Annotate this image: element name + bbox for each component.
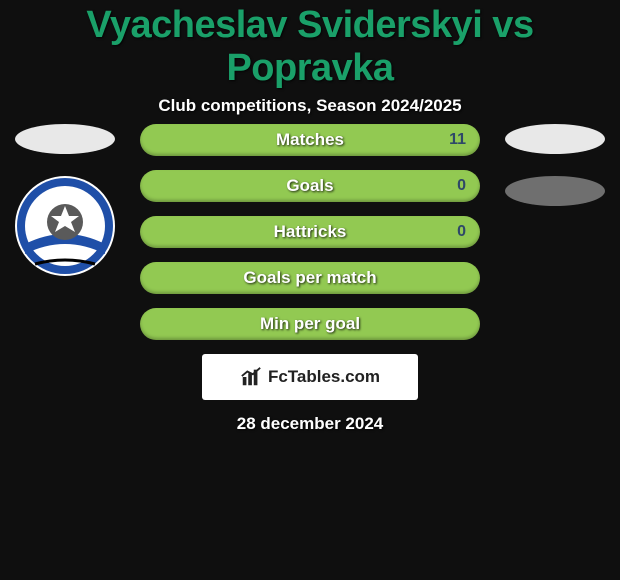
stat-bars: Matches 11 Goals 0 Hattricks 0 Goals per…: [140, 124, 480, 354]
stat-bar-goals: Goals 0: [140, 170, 480, 202]
player-right-ellipse-2: [505, 176, 605, 206]
stat-bar-value: 0: [457, 223, 466, 241]
page-title: Vyacheslav Sviderskyi vs Popravka: [0, 4, 620, 90]
page-subtitle: Club competitions, Season 2024/2025: [0, 96, 620, 116]
club-badge-icon: [15, 176, 115, 276]
stat-bar-value: 11: [449, 131, 466, 149]
player-left-ellipse: [15, 124, 115, 154]
stat-bar-goals-per-match: Goals per match: [140, 262, 480, 294]
stat-bar-label: Matches: [276, 130, 344, 150]
stat-bar-min-per-goal: Min per goal: [140, 308, 480, 340]
left-player-column: [10, 124, 120, 276]
club-badge-left: [15, 176, 115, 276]
stat-bar-value: 0: [457, 177, 466, 195]
stat-bar-label: Goals per match: [243, 268, 376, 288]
brand-box: FcTables.com: [202, 354, 418, 400]
stat-bar-hattricks: Hattricks 0: [140, 216, 480, 248]
stat-bar-label: Min per goal: [260, 314, 360, 334]
brand-text: FcTables.com: [268, 367, 380, 387]
player-right-ellipse-1: [505, 124, 605, 154]
infographic-date: 28 december 2024: [0, 414, 620, 434]
right-player-column: [500, 124, 610, 228]
stat-bar-label: Goals: [286, 176, 333, 196]
stat-bar-matches: Matches 11: [140, 124, 480, 156]
stat-bar-label: Hattricks: [274, 222, 347, 242]
bar-chart-icon: [240, 366, 262, 388]
